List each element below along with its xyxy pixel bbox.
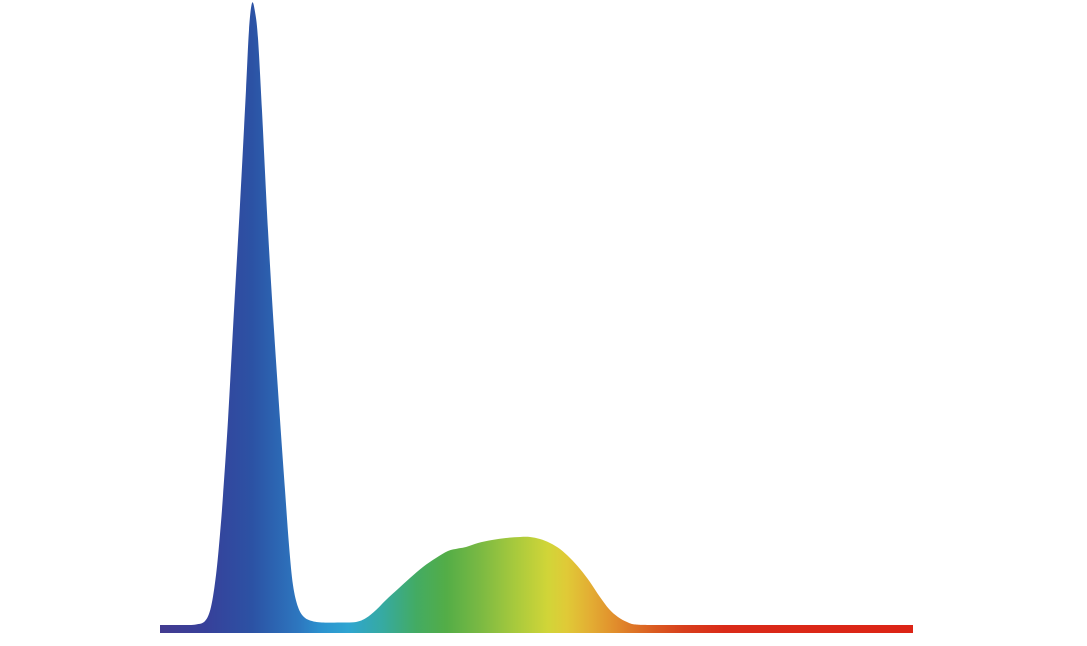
- spectrum-area-path: [160, 2, 913, 633]
